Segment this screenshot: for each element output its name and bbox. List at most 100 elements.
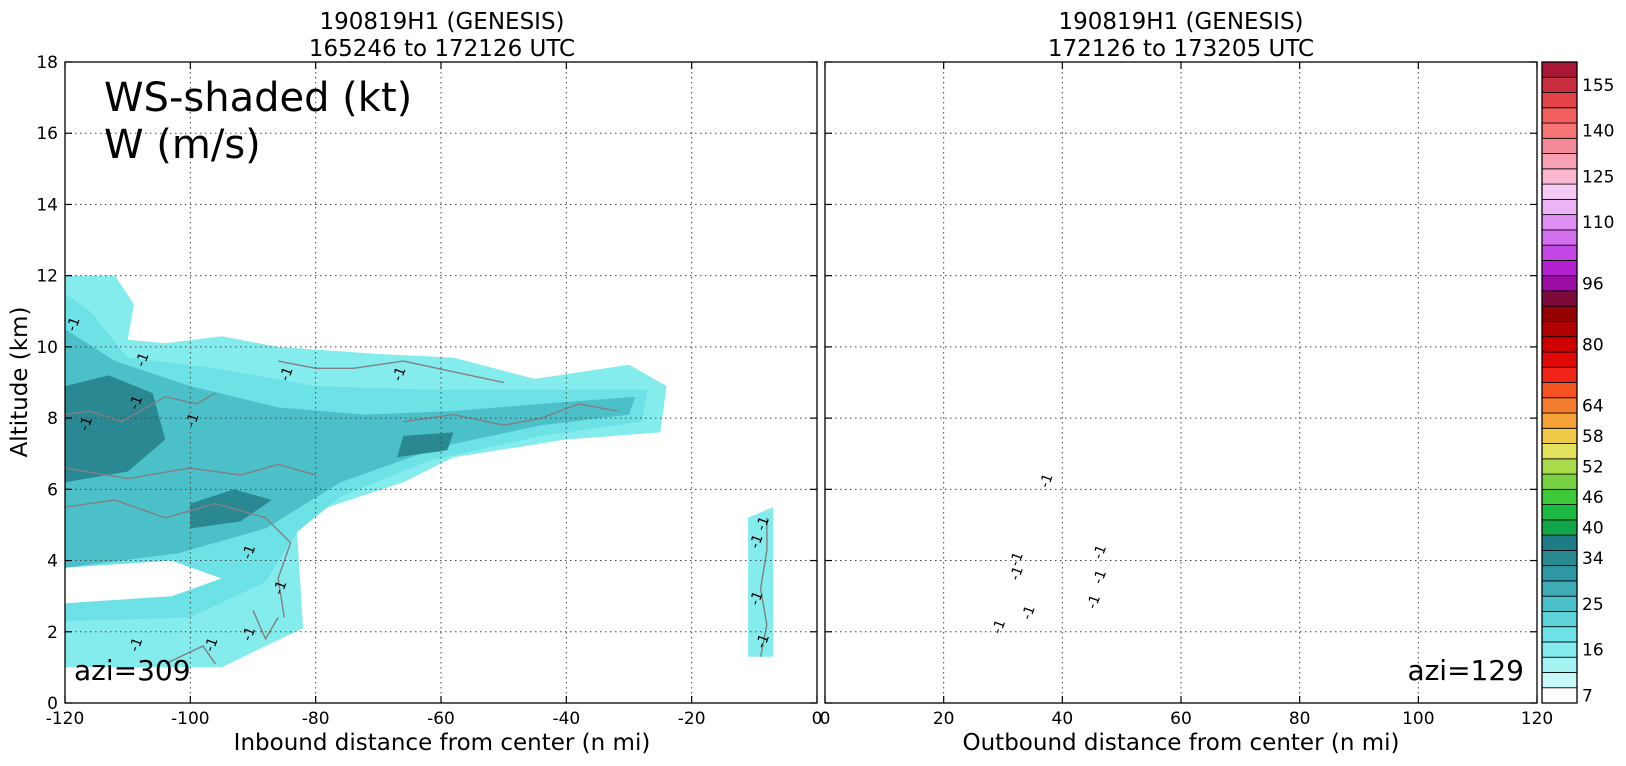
colorbar-segment-29 [1541, 244, 1578, 261]
right-x-tick-label-4: 80 [1289, 709, 1311, 729]
colorbar-label-3: 34 [1582, 549, 1604, 569]
left-contour-label-2: -1 [133, 350, 153, 369]
left-shaded-region-3 [65, 375, 166, 483]
colorbar-segment-4 [1541, 626, 1578, 643]
left-contour-label-4: -1 [183, 411, 203, 430]
colorbar-segment-28 [1541, 259, 1578, 277]
colorbar-label-10: 96 [1582, 274, 1604, 294]
right-x-tick-label-3: 60 [1170, 709, 1192, 729]
colorbar-segment-25 [1541, 305, 1578, 322]
left-contour-line-4 [65, 463, 316, 480]
left-contour-label-6: -1 [390, 365, 410, 384]
colorbar-segment-37 [1541, 122, 1578, 139]
left-ticks: -120 -100 -80 -60 -40 -20 0 0 2 4 6 8 10 12 14 16 18 [36, 53, 822, 729]
left-contour-label-13: -1 [747, 532, 767, 551]
left-contour-line-7 [759, 517, 768, 657]
colorbar-label-14: 155 [1582, 76, 1614, 96]
left-x-tick-label-2: -80 [302, 709, 330, 729]
left-x-tick-label-4: -40 [552, 709, 580, 729]
left-contour-label-14: -1 [747, 589, 767, 608]
left-y-tick-label-1: 2 [47, 623, 58, 643]
right-contour-label-2: -1 [1007, 564, 1027, 583]
annotation-ws-shaded: WS-shaded (kt) [104, 75, 412, 121]
colorbar-label-12: 125 [1582, 168, 1614, 188]
right-x-tick-label-2: 40 [1052, 709, 1074, 729]
left-x-tick-label-1: -100 [171, 709, 210, 729]
right-title-line2: 172126 to 173205 UTC [1048, 36, 1314, 62]
left-contour-line-5 [165, 645, 216, 665]
left-shaded-wind-speed [65, 275, 980, 668]
left-contour-line-9 [1024, 539, 1037, 553]
left-y-tick-label-3: 6 [47, 480, 58, 500]
left-y-tick-label-0: 0 [47, 694, 58, 714]
colorbar-segment-9 [1541, 549, 1578, 567]
left-x-tick-label-0: -120 [46, 709, 85, 729]
left-contour-label-5: -1 [277, 365, 297, 384]
right-x-tick-label-1: 20 [933, 709, 955, 729]
left-contour-label-11: -1 [239, 625, 259, 644]
colorbar-label-13: 140 [1582, 122, 1614, 142]
colorbar-segment-2 [1541, 656, 1578, 673]
colorbar-segment-35 [1541, 153, 1578, 170]
colorbar-segment-30 [1541, 229, 1578, 246]
left-x-tick-label-5: -20 [678, 709, 706, 729]
right-contour-label-5: -1 [1090, 568, 1110, 587]
left-contour-label-9: -1 [239, 543, 259, 562]
colorbar-label-9: 80 [1582, 335, 1604, 355]
right-ticks: 0 20 40 60 80 100 120 [820, 61, 1553, 729]
colorbar-segment-12 [1541, 504, 1578, 521]
right-contour-label-1: -1 [1019, 603, 1039, 622]
colorbar: 7 16 25 34 40 46 52 58 64 80 96 110 125 140 155 [1541, 61, 1614, 706]
colorbar-segment-8 [1541, 565, 1578, 582]
y-axis-label: Altitude (km) [7, 307, 33, 458]
colorbar-segment-18 [1541, 412, 1578, 429]
left-shaded-region-5 [397, 432, 454, 458]
colorbar-segment-38 [1541, 107, 1578, 124]
colorbar-segment-34 [1541, 168, 1578, 185]
colorbar-segment-27 [1541, 275, 1578, 292]
colorbar-segment-11 [1541, 519, 1578, 536]
colorbar-segment-7 [1541, 580, 1578, 597]
colorbar-label-8: 64 [1582, 396, 1604, 416]
right-contour-label-6: -1 [1090, 543, 1110, 562]
annotation-w: W (m/s) [104, 122, 261, 168]
colorbar-segment-16 [1541, 443, 1578, 460]
right-x-axis-label: Outbound distance from center (n mi) [963, 730, 1400, 756]
left-vertical-velocity-contours: -1-1-1-1-1-1 -1-1-1-1-1-1-1-1-1-1 [64, 315, 1037, 665]
left-shaded-region-4 [190, 489, 272, 529]
left-contour-label-8: -1 [127, 635, 147, 654]
right-vertical-velocity-contours: -1-1-1-1-1-1-1-1 [989, 472, 1110, 637]
left-contour-label-10: -1 [271, 578, 291, 597]
left-x-tick-label-3: -60 [427, 709, 455, 729]
left-y-tick-label-5: 10 [36, 338, 58, 358]
left-y-tick-label-6: 12 [36, 267, 58, 287]
colorbar-segment-20 [1541, 382, 1578, 399]
colorbar-segment-21 [1541, 366, 1578, 383]
colorbar-label-1: 16 [1582, 641, 1604, 661]
left-y-tick-label-7: 14 [36, 195, 58, 215]
left-contour-label-7: -1 [202, 635, 222, 654]
colorbar-segment-3 [1541, 641, 1578, 658]
colorbar-label-2: 25 [1582, 595, 1604, 615]
left-shaded-region-8 [974, 432, 980, 443]
colorbar-label-5: 46 [1582, 488, 1604, 508]
colorbar-label-7: 58 [1582, 427, 1604, 447]
left-contour-label-0: -1 [64, 315, 84, 334]
left-contour-line-1 [277, 360, 504, 384]
colorbar-label-6: 52 [1582, 457, 1604, 477]
right-x-tick-label-6: 120 [1521, 709, 1553, 729]
left-title-line2: 165246 to 172126 UTC [309, 36, 575, 62]
colorbar-segment-14 [1541, 473, 1578, 490]
colorbar-segment-5 [1541, 611, 1578, 628]
right-title-line1: 190819H1 (GENESIS) [1058, 9, 1303, 35]
left-contour-line-0 [65, 392, 216, 423]
colorbar-segment-10 [1541, 534, 1578, 551]
right-contour-label-7: -1 [1037, 472, 1057, 491]
colorbar-segment-13 [1541, 488, 1578, 505]
left-panel: -1-1-1-1-1-1 -1-1-1-1-1-1-1-1-1-1 -120 -10… [7, 9, 1037, 756]
colorbar-segment-31 [1541, 214, 1578, 231]
colorbar-segment-40 [1541, 76, 1578, 93]
left-y-tick-label-4: 8 [47, 409, 58, 429]
left-contour-label-1: -1 [76, 415, 96, 434]
